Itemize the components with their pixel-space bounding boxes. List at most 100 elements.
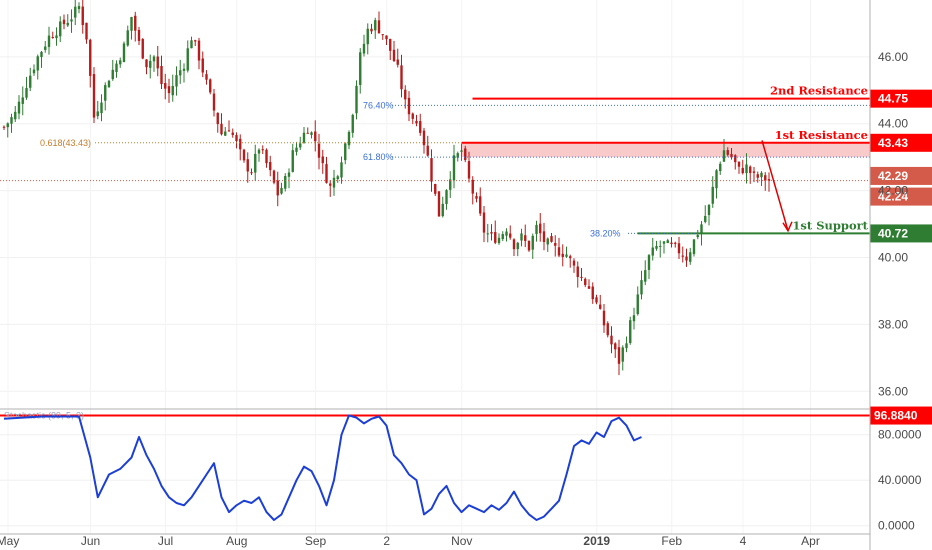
candle-body	[719, 163, 722, 172]
candle-body	[764, 175, 767, 181]
candle-body	[640, 280, 643, 295]
candle-body	[306, 132, 309, 134]
candle-body	[59, 21, 62, 37]
last-price-badge	[870, 166, 932, 185]
candle-body	[314, 131, 317, 142]
first-resistance-label: 1st Resistance	[775, 128, 868, 142]
candle-body	[336, 176, 339, 180]
candle-body	[96, 111, 99, 117]
first-resistance-badge	[870, 133, 932, 152]
candle-body	[512, 239, 516, 250]
candle-body	[92, 74, 96, 118]
candle-body	[437, 191, 441, 217]
candle-body	[227, 130, 231, 132]
candle-body	[231, 132, 234, 136]
candle-body	[599, 304, 602, 309]
candle-body	[546, 238, 549, 245]
candle-body	[194, 40, 197, 42]
candle-body	[767, 179, 771, 181]
first-support-badge	[870, 224, 932, 243]
candle-body	[490, 232, 493, 234]
candle-body	[707, 204, 711, 216]
osc-line	[3, 414, 642, 521]
time-tick-label: Sep	[305, 534, 327, 548]
candle-body	[580, 276, 583, 278]
candle-body	[374, 20, 377, 31]
candle-body	[167, 86, 171, 94]
candle-body	[340, 162, 343, 178]
candle-body	[44, 46, 47, 50]
candle-body	[407, 97, 411, 115]
candle-body	[426, 145, 429, 156]
candle-body	[175, 75, 178, 87]
first-support-badge-label: 40.72	[878, 226, 908, 240]
candle-body	[310, 132, 313, 135]
candle-body	[494, 232, 497, 243]
candle-body	[475, 196, 478, 199]
candle-body	[722, 150, 726, 162]
candle-body	[295, 147, 298, 152]
candle-body	[745, 164, 748, 174]
candle-body	[696, 235, 699, 238]
candle-body	[51, 36, 54, 38]
candle-body	[557, 247, 561, 256]
candle-body	[269, 161, 272, 171]
candle-body	[242, 149, 246, 161]
fib-0618-label: 0.618(43.43)	[40, 138, 91, 148]
candle-body	[692, 239, 696, 255]
candle-body	[186, 48, 189, 71]
candle-body	[569, 256, 572, 259]
candle-body	[711, 186, 714, 204]
candle-body	[179, 70, 182, 76]
forecast-arrow-head	[782, 221, 793, 233]
candle-body	[25, 88, 28, 98]
candle-body	[734, 155, 737, 163]
candle-body	[629, 320, 632, 343]
candle-body	[104, 85, 107, 101]
candle-body	[359, 52, 362, 85]
candle-body	[62, 19, 66, 25]
time-tick-label: May	[0, 534, 19, 548]
candle-body	[516, 242, 519, 250]
candle-body	[595, 297, 598, 303]
candle-body	[415, 120, 418, 124]
candle-body	[280, 187, 283, 194]
candle-body	[636, 294, 639, 315]
candle-body	[119, 60, 122, 65]
candle-body	[467, 161, 471, 179]
resistance-zone	[461, 142, 870, 158]
price-levels: 2nd Resistance 1st Resistance 1st Support 0…	[0, 84, 932, 243]
close-price-badge-label: 42.24	[878, 190, 908, 204]
candle-body	[681, 255, 684, 257]
candle-body	[332, 177, 336, 188]
candle-body	[527, 240, 531, 251]
candle-body	[659, 245, 662, 247]
candle-body	[197, 40, 201, 61]
candle-body	[655, 246, 658, 249]
candle-body	[565, 254, 568, 257]
candle-body	[164, 83, 167, 89]
first-support-label: 1st Support	[792, 218, 868, 232]
candle-body	[400, 65, 403, 90]
candle-body	[130, 16, 133, 31]
candle-body	[662, 241, 666, 244]
time-tick-label: Aug	[226, 534, 247, 548]
candle-body	[85, 22, 88, 40]
candle-body	[752, 171, 756, 173]
candle-body	[362, 43, 366, 54]
candle-body	[77, 6, 81, 10]
candle-body	[156, 56, 159, 69]
candle-body	[190, 40, 193, 49]
candle-body	[396, 59, 399, 65]
osc-tick-label: 40.0000	[878, 473, 922, 487]
candle-body	[584, 278, 587, 286]
candle-body	[381, 34, 384, 36]
candle-body	[137, 29, 141, 41]
candle-body	[36, 56, 39, 71]
candle-body	[726, 150, 729, 155]
candle-body	[576, 266, 579, 278]
candle-body	[572, 260, 576, 266]
